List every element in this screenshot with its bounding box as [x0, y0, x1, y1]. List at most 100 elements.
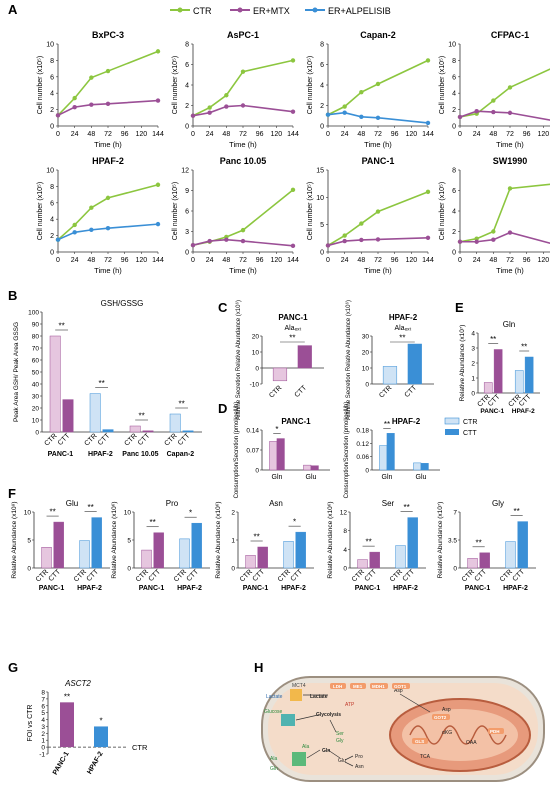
- label-glu: Glu: [338, 758, 346, 764]
- data-point: [457, 239, 463, 244]
- y-tick-label: 4: [50, 217, 54, 224]
- bar-category-label: CTT: [86, 568, 101, 583]
- label-ldh: LDH: [333, 684, 342, 689]
- category-label: Gln: [272, 474, 283, 481]
- data-point: [425, 120, 431, 126]
- data-point: [105, 68, 111, 74]
- x-tick-label: 24: [206, 131, 214, 138]
- group-label: PANC-1: [243, 585, 269, 592]
- bar-ctr: [269, 441, 278, 471]
- chart-title: Glu: [66, 499, 78, 508]
- chart-title: HPAF-2: [392, 417, 421, 426]
- bar-category-label: CTT: [137, 432, 152, 447]
- legend-dot-ermtx: [237, 7, 243, 13]
- data-point: [240, 238, 246, 244]
- bar-category-label: CTR: [83, 432, 98, 447]
- x-tick-label: 72: [239, 131, 247, 138]
- group-label: HPAF-2: [177, 585, 202, 592]
- y-tick-label: 0: [255, 366, 259, 373]
- y-tick-label: 90: [32, 322, 40, 329]
- significance-marker: **: [490, 335, 496, 344]
- significance-marker: **: [366, 538, 372, 547]
- y-tick-label: 5: [27, 538, 31, 545]
- data-point: [507, 230, 513, 235]
- y-axis-label: Cell number (x10⁵): [172, 182, 179, 241]
- bar-ctr: [467, 558, 478, 569]
- chart-title: HPAF-2: [389, 313, 418, 322]
- legend-label-ctt-d: CTT: [463, 430, 477, 437]
- x-axis-label: Time (h): [364, 140, 392, 149]
- line-chart-panc1: PANC-1 0 5 10 15 0 24 48 72 96 120 144 Time (h) Cell …: [307, 156, 434, 275]
- y-tick-label: 0: [365, 468, 369, 475]
- data-point: [240, 227, 246, 233]
- data-point: [342, 104, 347, 109]
- mct4-transporter-icon: [290, 689, 302, 701]
- label-gln-in: Gln: [322, 748, 330, 754]
- data-point: [507, 110, 513, 116]
- bar-chart-cons_panc1: PANC-1 0 0.07 0.14 Consumption/Secretion (pm…: [234, 402, 330, 498]
- y-tick-label: 80: [32, 334, 40, 341]
- y-axis-label: Cell number (x10⁵): [307, 56, 314, 115]
- y-tick-label: 10: [46, 168, 54, 175]
- y-tick-label: 0: [127, 566, 131, 573]
- y-tick-label: 12: [340, 510, 348, 517]
- x-tick-label: 144: [422, 257, 434, 264]
- significance-marker: **: [98, 379, 104, 388]
- group-label: PANC-1: [465, 585, 491, 592]
- significance-marker: **: [254, 533, 260, 542]
- chart-title: PANC-1: [362, 156, 395, 166]
- y-tick-label: 0: [255, 468, 259, 475]
- label-gln-out: Gln: [270, 766, 278, 772]
- data-point: [290, 109, 296, 114]
- x-tick-label: 144: [422, 131, 434, 138]
- bar-ctr: [245, 555, 256, 569]
- bar-ctt: [257, 546, 268, 569]
- y-tick-label: 0: [320, 124, 324, 131]
- significance-marker: **: [64, 692, 70, 701]
- arrow-glucose: [295, 714, 319, 721]
- x-tick-label: 48: [489, 257, 497, 264]
- bar-category-label: CTR: [43, 432, 58, 447]
- group-label: PANC-1: [139, 585, 165, 592]
- bar-chart-cons_hpaf2: HPAF-2 0 0.06 0.12 0.18 Consumption/Secretion…: [344, 402, 440, 498]
- label-mdh1: MDH1: [372, 684, 385, 689]
- data-point: [342, 238, 347, 244]
- data-point: [190, 113, 196, 118]
- y-axis-label: Cell number (x10⁵): [439, 182, 446, 241]
- bar-ctr: [413, 462, 422, 471]
- y-tick-label: 6: [41, 703, 45, 710]
- y-tick-label: 6: [185, 209, 189, 216]
- significance-marker: *: [99, 716, 102, 725]
- data-point: [155, 49, 161, 54]
- y-axis-label: Relative Abundance (x10⁷): [459, 325, 466, 402]
- y-tick-label: 3: [185, 229, 189, 236]
- data-point: [155, 98, 161, 103]
- label-tca: TCA: [420, 754, 431, 760]
- data-point: [105, 101, 111, 107]
- label-lactate-in: Lactate: [310, 694, 328, 700]
- chart-title: GSH/GSSG: [101, 299, 144, 308]
- y-tick-label: 6: [452, 188, 456, 195]
- bar-category-label: CTR: [123, 432, 138, 447]
- bar-ctr: [141, 549, 152, 569]
- label-akg: αKG: [442, 730, 452, 736]
- bar-ctr: [382, 366, 398, 385]
- enzyme-gls: [412, 738, 428, 744]
- group-label: PANC-1: [355, 585, 381, 592]
- chart-title: PANC-1: [281, 417, 311, 426]
- y-tick-label: 6: [50, 74, 54, 81]
- metabolism-diagram: MCT4 Lactate Lactate Glucose Glycolysis …: [261, 676, 545, 782]
- x-tick-label: 24: [71, 257, 79, 264]
- data-point: [207, 105, 212, 110]
- x-tick-label: 96: [523, 131, 531, 138]
- data-point: [375, 237, 381, 242]
- x-tick-label: 144: [152, 257, 164, 264]
